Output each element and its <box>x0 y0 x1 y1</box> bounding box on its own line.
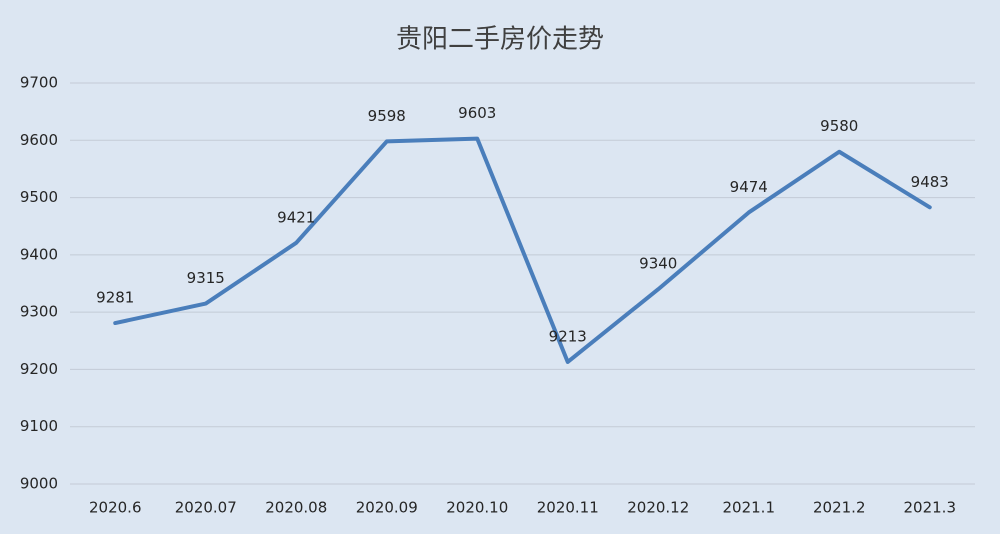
data-line <box>113 136 932 364</box>
y-tick-label: 9300 <box>20 303 58 321</box>
x-tick-label: 2020.10 <box>446 499 508 517</box>
y-tick-label: 9000 <box>20 475 58 493</box>
data-label: 9474 <box>730 178 768 196</box>
data-label: 9281 <box>96 289 134 307</box>
y-tick-label: 9700 <box>20 74 58 92</box>
data-label: 9580 <box>820 117 858 135</box>
data-label: 9340 <box>639 255 677 273</box>
x-tick-label: 2020.09 <box>356 499 418 517</box>
x-tick-label: 2020.12 <box>627 499 689 517</box>
y-tick-label: 9500 <box>20 188 58 206</box>
x-tick-label: 2021.2 <box>813 499 866 517</box>
x-tick-label: 2021.1 <box>723 499 776 517</box>
y-tick-label: 9200 <box>20 360 58 378</box>
data-label: 9213 <box>549 327 587 345</box>
x-tick-label: 2021.3 <box>904 499 957 517</box>
data-label: 9483 <box>911 173 949 191</box>
y-tick-label: 9400 <box>20 245 58 263</box>
x-tick-label: 2020.07 <box>175 499 237 517</box>
y-tick-label: 9100 <box>20 417 58 435</box>
x-tick-label: 2020.6 <box>89 499 142 517</box>
data-label: 9598 <box>368 107 406 125</box>
x-tick-label: 2020.11 <box>537 499 599 517</box>
chart-title: 贵阳二手房价走势 <box>396 25 604 55</box>
data-label: 9603 <box>458 104 496 122</box>
y-tick-label: 9600 <box>20 131 58 149</box>
data-label: 9421 <box>277 208 315 226</box>
x-tick-label: 2020.08 <box>265 499 327 517</box>
data-label: 9315 <box>187 269 225 287</box>
